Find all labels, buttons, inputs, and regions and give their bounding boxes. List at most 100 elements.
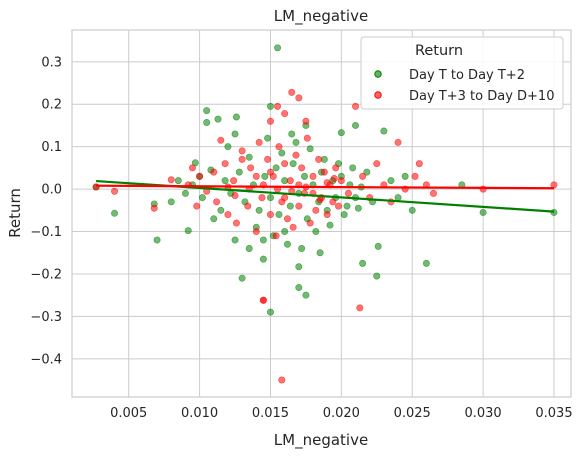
data-point [343,202,351,210]
series-layer [92,44,558,384]
data-point [255,138,263,146]
data-point [252,172,260,180]
data-point [281,160,289,168]
data-point [374,242,382,250]
data-point [387,177,395,185]
data-point [224,211,232,219]
data-point [264,134,272,142]
data-point [303,134,311,142]
data-point [181,189,189,197]
data-point [224,143,232,151]
data-point [252,228,260,236]
data-point [316,249,324,257]
data-point [286,177,294,185]
data-point [274,102,282,110]
data-point [306,219,314,227]
data-point [184,227,192,235]
data-point [238,155,246,163]
y-tick-label: 0.0 [41,183,62,198]
data-point [283,240,291,248]
legend: Return Day T to Day T+2 Day T+3 to Day D… [360,36,564,110]
data-point [295,263,303,271]
data-point [238,147,246,155]
data-point [217,206,225,214]
y-tick-label: 0.2 [41,98,62,113]
y-tick-label: −0.3 [30,310,62,325]
data-point [394,138,402,146]
x-tick-label: 0.030 [464,406,501,421]
data-point [352,121,360,129]
data-point [320,168,328,176]
data-point [380,127,388,135]
data-point [174,177,182,185]
data-point [309,172,317,180]
data-point [231,191,239,199]
data-point [238,274,246,282]
x-axis-ticks: 0.005 0.010 0.015 0.020 0.025 0.030 0.035 [110,406,573,421]
data-point [288,88,296,96]
data-point [356,304,364,312]
data-point [289,160,297,168]
data-point [193,202,201,210]
data-point [394,194,402,202]
regression-layer [96,179,555,213]
data-point [295,94,303,102]
data-point [272,164,280,172]
data-point [167,198,175,206]
y-tick-label: 0.3 [41,55,62,70]
data-point [244,202,252,210]
data-point [221,177,229,185]
data-point [292,151,300,159]
data-point [259,255,267,263]
data-point [196,172,204,180]
data-point [363,168,371,176]
data-point [298,164,306,172]
data-point [349,164,357,172]
data-point [235,168,243,176]
data-point [315,155,323,163]
data-point [340,211,348,219]
data-point [213,198,221,206]
data-point [422,259,430,267]
data-point [210,215,218,223]
y-tick-label: −0.2 [30,267,62,282]
x-tick-label: 0.035 [535,406,572,421]
x-tick-label: 0.005 [110,406,147,421]
chart-title: LM_negative [274,7,368,26]
data-point [266,308,274,316]
data-point [373,160,381,168]
data-point [266,211,274,219]
legend-marker-series-1 [374,70,382,78]
data-point [275,143,283,151]
data-point [255,206,263,214]
data-point [203,107,211,115]
data-point [300,172,308,180]
data-point [167,176,175,184]
data-point [411,172,419,180]
data-point [261,172,269,180]
legend-title: Return [415,43,463,59]
data-point [323,179,331,187]
data-point [247,164,255,172]
regression-line-series-2 [96,184,554,190]
data-point [232,113,240,121]
x-tick-label: 0.020 [323,406,360,421]
data-point [312,228,320,236]
data-point [281,228,289,236]
data-point [281,110,289,118]
data-point [189,164,197,172]
data-point [245,153,253,161]
data-point [330,175,338,183]
data-point [266,102,274,110]
data-point [274,44,282,52]
data-point [221,160,229,168]
data-point [295,202,303,210]
data-point [306,145,314,153]
data-point [312,206,320,214]
data-point [266,168,274,176]
data-point [295,284,303,292]
data-point [289,223,297,231]
data-point [231,236,239,244]
data-point [210,168,218,176]
